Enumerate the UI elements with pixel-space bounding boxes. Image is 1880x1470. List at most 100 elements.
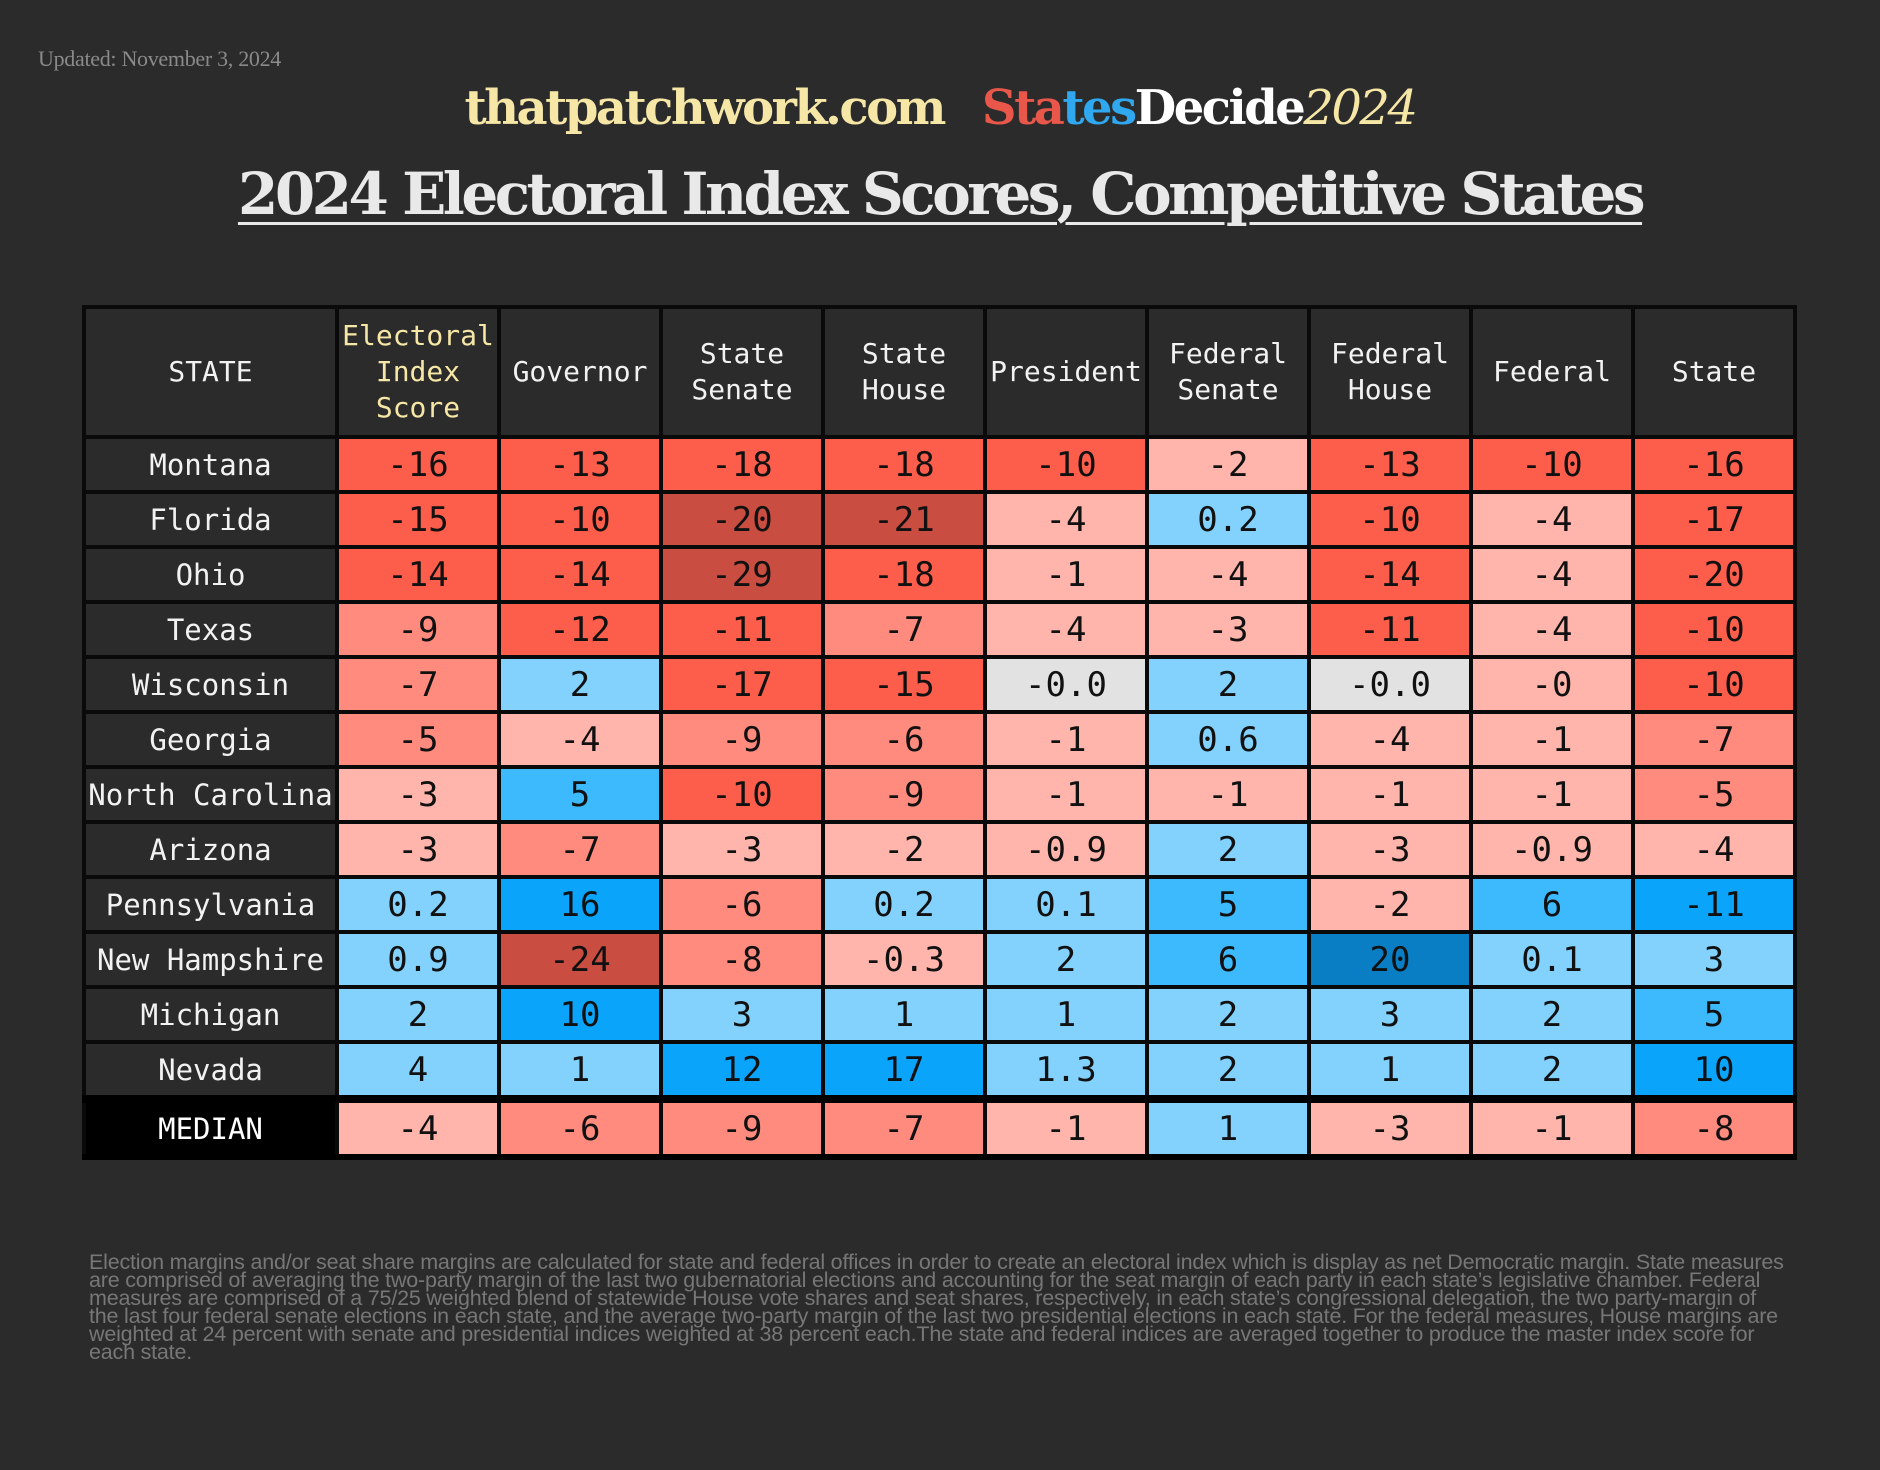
score-cell: -14 [335, 545, 501, 604]
score-cell: 20 [1307, 930, 1473, 989]
score-cell: -3 [1307, 820, 1473, 879]
score-cell: -9 [335, 600, 501, 659]
column-header-text: State [699, 337, 785, 370]
state-name: Texas [82, 600, 339, 659]
score-cell: 0.1 [983, 875, 1149, 934]
methodology-footnote: Election margins and/or seat share margi… [89, 1250, 1784, 1364]
score-cell: 1.3 [983, 1040, 1149, 1101]
column-header-text: State [1671, 355, 1757, 388]
state-name: Florida [82, 490, 339, 549]
column-header-text: House [861, 373, 947, 406]
score-cell: 6 [1145, 930, 1311, 989]
score-cell: -11 [659, 600, 825, 659]
score-cell: 16 [497, 875, 663, 934]
score-cell: 5 [497, 765, 663, 824]
state-name: Montana [82, 435, 339, 494]
score-cell: -6 [659, 875, 825, 934]
table-row: Montana -16 -13 -18 -18 -10 -2 -13 -10 -16 [82, 435, 1797, 494]
score-cell: -7 [1631, 710, 1797, 769]
column-header-text: Senate [1177, 373, 1279, 406]
statesdecide-logo: StatesDecide2024 [981, 80, 1418, 136]
score-cell: 1 [1307, 1040, 1473, 1101]
score-cell: -8 [659, 930, 825, 989]
score-cell: -16 [1631, 435, 1797, 494]
score-cell: -17 [1631, 490, 1797, 549]
table-row: Wisconsin -7 2 -17 -15 -0.0 2 -0.0 -0 -10 [82, 655, 1797, 714]
column-header-text: Governor [512, 355, 648, 388]
score-cell: 10 [497, 985, 663, 1044]
score-cell: 5 [1145, 875, 1311, 934]
score-cell: -4 [1469, 545, 1635, 604]
score-cell: -20 [659, 490, 825, 549]
score-cell: 0.6 [1145, 710, 1311, 769]
score-cell: 3 [659, 985, 825, 1044]
score-cell: -18 [659, 435, 825, 494]
score-cell: 17 [821, 1040, 987, 1101]
score-cell: -4 [1631, 820, 1797, 879]
score-cell: -7 [821, 1095, 987, 1160]
score-cell: -10 [1469, 435, 1635, 494]
score-cell: 1 [497, 1040, 663, 1101]
column-header: President [983, 305, 1149, 439]
score-cell: -10 [1631, 655, 1797, 714]
table-row: Texas -9 -12 -11 -7 -4 -3 -11 -4 -10 [82, 600, 1797, 659]
table-row: Georgia -5 -4 -9 -6 -1 0.6 -4 -1 -7 [82, 710, 1797, 769]
column-header-text: Federal [1330, 337, 1449, 370]
score-cell: 2 [1145, 820, 1311, 879]
state-name: Arizona [82, 820, 339, 879]
score-cell: -24 [497, 930, 663, 989]
score-cell: -17 [659, 655, 825, 714]
score-cell: 0.2 [1145, 490, 1311, 549]
score-cell: -9 [659, 710, 825, 769]
score-cell: 6 [1469, 875, 1635, 934]
table-row: Arizona -3 -7 -3 -2 -0.9 2 -3 -0.9 -4 [82, 820, 1797, 879]
score-cell: 3 [1307, 985, 1473, 1044]
score-cell: -4 [983, 600, 1149, 659]
score-cell: 12 [659, 1040, 825, 1101]
score-cell: -1 [1145, 765, 1311, 824]
column-header-text: House [1347, 373, 1433, 406]
score-cell: -0.9 [1469, 820, 1635, 879]
score-cell: -13 [1307, 435, 1473, 494]
header-row: STATE Electoral Index Score Governor State Sen… [82, 305, 1797, 439]
electoral-index-table: STATE Electoral Index Score Governor State Sen… [82, 305, 1797, 1160]
score-cell: -1 [983, 545, 1149, 604]
column-header: State House [821, 305, 987, 439]
score-cell: -20 [1631, 545, 1797, 604]
score-cell: -2 [1145, 435, 1311, 494]
table-row: North Carolina -3 5 -10 -9 -1 -1 -1 -1 -5 [82, 765, 1797, 824]
score-cell: -7 [821, 600, 987, 659]
score-cell: -9 [659, 1095, 825, 1160]
score-cell: -0 [1469, 655, 1635, 714]
score-cell: 2 [1469, 985, 1635, 1044]
score-cell: -10 [983, 435, 1149, 494]
score-cell: -4 [497, 710, 663, 769]
brand-header: thatpatchwork.com StatesDecide2024 [0, 80, 1880, 136]
score-cell: -2 [821, 820, 987, 879]
score-cell: -6 [497, 1095, 663, 1160]
score-cell: -12 [497, 600, 663, 659]
updated-date: Updated: November 3, 2024 [38, 46, 281, 71]
score-cell: -10 [1307, 490, 1473, 549]
column-header-text: Electoral [342, 319, 494, 352]
column-header: Federal Senate [1145, 305, 1311, 439]
score-cell: -0.9 [983, 820, 1149, 879]
column-header-text: STATE [168, 355, 253, 388]
state-name: Ohio [82, 545, 339, 604]
score-cell: -15 [335, 490, 501, 549]
score-cell: -13 [497, 435, 663, 494]
table-row: Nevada 4 1 12 17 1.3 2 1 2 10 [82, 1040, 1797, 1101]
score-cell: -5 [1631, 765, 1797, 824]
score-cell: -14 [1307, 545, 1473, 604]
score-cell: -10 [659, 765, 825, 824]
score-cell: 0.1 [1469, 930, 1635, 989]
site-name: thatpatchwork.com [464, 80, 946, 136]
score-cell: -10 [497, 490, 663, 549]
state-name: Nevada [82, 1040, 339, 1101]
score-cell: -3 [1307, 1095, 1473, 1160]
score-cell: -10 [1631, 600, 1797, 659]
median-row: MEDIAN -4 -6 -9 -7 -1 1 -3 -1 -8 [82, 1095, 1797, 1160]
score-cell: 10 [1631, 1040, 1797, 1101]
score-cell: -8 [1631, 1095, 1797, 1160]
score-cell: 2 [1469, 1040, 1635, 1101]
